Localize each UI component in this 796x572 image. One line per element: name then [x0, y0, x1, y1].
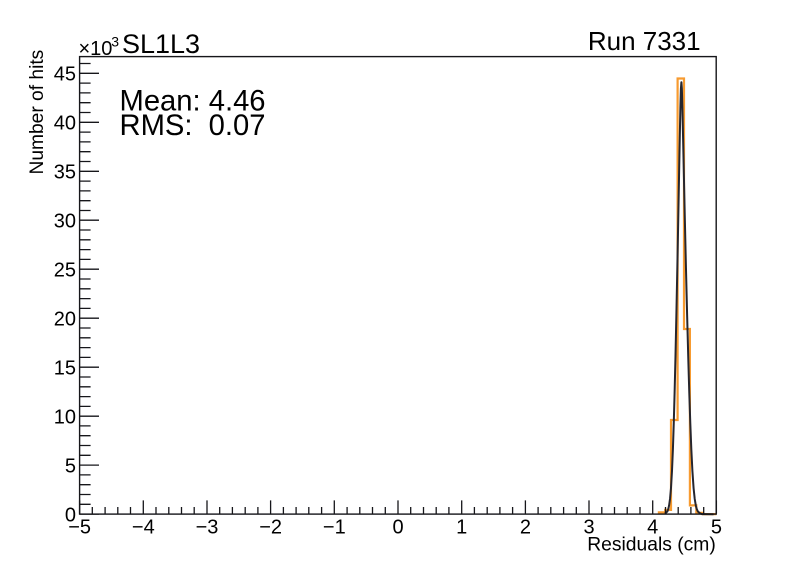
svg-text:30: 30 [54, 210, 76, 232]
svg-text:20: 20 [54, 308, 76, 330]
svg-text:Mean: 4.46: Mean: 4.46 [120, 85, 266, 117]
svg-text:Run 7331: Run 7331 [588, 26, 701, 56]
svg-text:RMS: 0.07: RMS: 0.07 [120, 110, 266, 142]
svg-text:40: 40 [54, 113, 76, 135]
svg-text:SL1L3: SL1L3 [122, 29, 200, 59]
svg-text:0: 0 [65, 504, 76, 526]
svg-text:3: 3 [583, 517, 594, 539]
svg-text:−3: −3 [196, 517, 219, 539]
svg-text:5: 5 [711, 517, 722, 539]
svg-text:5: 5 [65, 455, 76, 477]
svg-text:2: 2 [520, 517, 531, 539]
svg-text:1: 1 [456, 517, 467, 539]
svg-text:3: 3 [111, 33, 119, 49]
svg-text:×10: ×10 [79, 38, 113, 60]
svg-text:−4: −4 [132, 517, 155, 539]
svg-text:25: 25 [54, 259, 76, 281]
svg-text:10: 10 [54, 406, 76, 428]
svg-text:−5: −5 [68, 517, 91, 539]
svg-text:35: 35 [54, 162, 76, 184]
svg-text:15: 15 [54, 357, 76, 379]
svg-text:Number of hits: Number of hits [27, 50, 48, 175]
svg-text:0: 0 [392, 517, 403, 539]
svg-text:45: 45 [54, 64, 76, 86]
svg-text:−1: −1 [323, 517, 346, 539]
svg-text:4: 4 [647, 517, 658, 539]
svg-text:−2: −2 [259, 517, 282, 539]
svg-text:Residuals (cm): Residuals (cm) [587, 535, 716, 556]
